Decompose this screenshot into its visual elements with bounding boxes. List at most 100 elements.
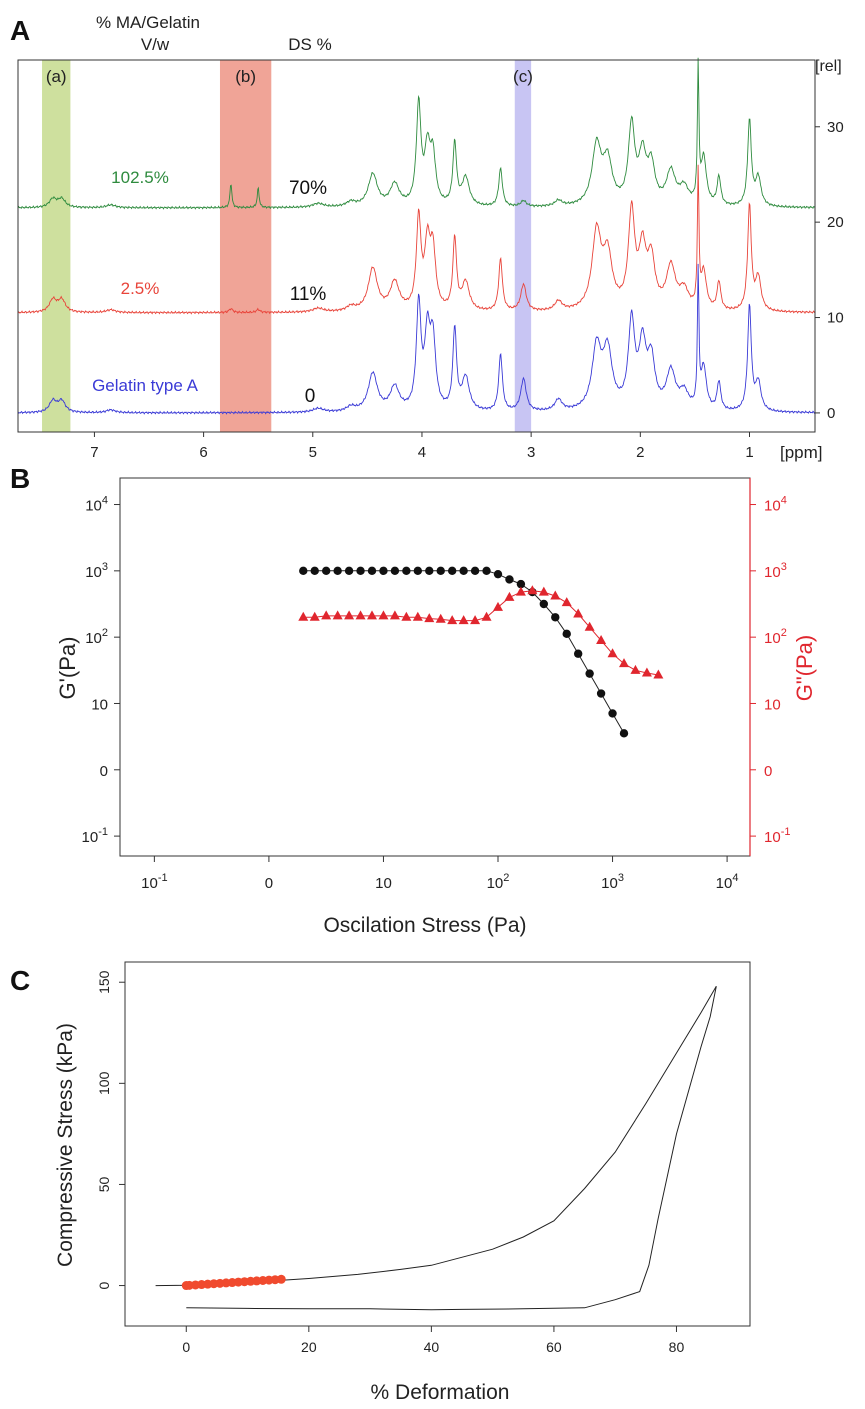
g-prime-point <box>505 575 514 584</box>
g-double-prime-point <box>653 669 664 679</box>
g-double-prime-point <box>378 610 389 620</box>
header-v-w: V/w <box>141 35 170 54</box>
g-double-prime-point <box>481 611 492 621</box>
g-prime-point <box>413 566 423 576</box>
header-ds-percent: DS % <box>288 35 331 54</box>
g-prime-point <box>608 709 617 718</box>
g-prime-point <box>573 649 583 658</box>
series-labels: 102.5% 2.5% Gelatin type A 70% 11% 0 <box>92 168 327 407</box>
g-prime-point <box>585 669 594 678</box>
g-prime-point <box>551 613 560 622</box>
y-tick-label-0: 0 <box>827 405 835 422</box>
g-prime-point <box>470 566 480 576</box>
y-right-tick-label: 104 <box>764 495 787 515</box>
ds-70: 70% <box>289 178 327 199</box>
g-prime-point <box>516 579 526 589</box>
x-tick-label-2: 2 <box>636 444 644 461</box>
x-tick-label-40: 40 <box>424 1339 440 1355</box>
x-tick-label: 103 <box>601 872 624 892</box>
g-double-prime-point <box>515 586 526 596</box>
g-prime-point <box>425 566 434 576</box>
g-double-prime-point <box>584 621 595 631</box>
y-tick-label-0: 0 <box>96 1281 112 1289</box>
band-2 <box>219 60 272 432</box>
y-tick-label-30: 30 <box>827 119 844 136</box>
g-double-prime-point <box>504 591 515 601</box>
g-double-prime-point <box>367 610 377 620</box>
panel-a-letter: A <box>10 15 30 46</box>
band-1 <box>42 60 71 432</box>
y-left-tick-label: 103 <box>85 561 108 581</box>
g-prime-point <box>367 566 377 576</box>
x-tick-label: 10-1 <box>141 872 167 892</box>
g-prime-point <box>436 566 445 576</box>
g-prime-point <box>321 566 331 576</box>
g-prime-point <box>356 566 365 576</box>
y-right-tick-label: 103 <box>764 561 787 581</box>
panel-c-axes: 0 20 40 60 80 0 50 100 150 <box>96 970 684 1355</box>
band-3 <box>514 60 532 432</box>
g-prime-point <box>402 566 411 576</box>
g-prime-point <box>310 566 319 576</box>
spectrum-1 <box>17 57 816 210</box>
label-2-5: 2.5% <box>121 279 160 298</box>
g-double-prime-point <box>424 613 435 623</box>
x-tick-label-0: 0 <box>182 1339 190 1355</box>
g-prime-point <box>447 566 457 576</box>
g-double-prime-point <box>344 610 355 620</box>
g-double-prime-point <box>493 601 503 611</box>
panel-a-frame <box>17 59 816 433</box>
panel-c-series <box>155 986 717 1311</box>
x-tick-label-6: 6 <box>199 444 207 461</box>
g-double-prime-point <box>619 658 629 668</box>
panel-b-series <box>298 566 664 738</box>
y-left-tick-label: 104 <box>85 495 108 515</box>
g-double-prime-point <box>298 611 309 621</box>
x-tick-label-7: 7 <box>90 444 98 461</box>
g-double-prime-point <box>561 597 572 607</box>
x-axis-label-b: Oscilation Stress (Pa) <box>323 914 526 937</box>
band-label-2: (b) <box>235 67 256 86</box>
y-left-tick-label: 10-1 <box>82 826 108 846</box>
g-prime-point <box>562 629 571 639</box>
x-tick-label-4: 4 <box>418 444 426 461</box>
g-prime-point <box>299 566 308 576</box>
y-tick-label-100: 100 <box>96 1071 112 1095</box>
g-double-prime-point <box>355 610 366 620</box>
g-prime-point <box>459 566 468 576</box>
g-prime-point <box>390 566 400 576</box>
g-double-prime-point <box>389 610 400 620</box>
g-prime-point <box>596 689 606 698</box>
g-double-prime-point <box>538 586 549 596</box>
x-tick-label: 0 <box>265 875 273 892</box>
panel-c-frame <box>124 961 751 1327</box>
g-double-prime-point <box>401 611 412 621</box>
x-tick-label-20: 20 <box>301 1339 317 1355</box>
g-double-prime-point <box>332 610 343 620</box>
ds-11: 11% <box>290 284 327 305</box>
g-double-prime-point <box>550 590 561 600</box>
g-double-prime-point <box>309 611 320 621</box>
x-tick-label-1: 1 <box>745 444 753 461</box>
g-prime-point <box>333 566 342 576</box>
g-double-prime-point <box>641 667 652 677</box>
x-tick-label-60: 60 <box>546 1339 562 1355</box>
y-right-tick-label: 10 <box>764 696 781 713</box>
g-double-prime-point <box>573 608 584 618</box>
g-double-prime-point <box>447 615 458 625</box>
nmr-spectra-lines <box>17 57 816 415</box>
g-double-prime-point <box>470 615 481 625</box>
x-axis-label-c: % Deformation <box>371 1381 510 1404</box>
g-prime-point <box>344 566 354 576</box>
series-line-2 <box>303 590 659 676</box>
y-tick-label-10: 10 <box>827 310 844 327</box>
g-prime-point <box>539 599 549 609</box>
y-left-tick-label: 10 <box>91 696 108 713</box>
x-unit-ppm: [ppm] <box>780 443 823 462</box>
band-label-3: (c) <box>513 67 533 86</box>
y-left-tick-label: 0 <box>100 763 108 780</box>
panel-a-nmr-spectra: A % MA/Gelatin V/w DS % (a) (b) (c) 102.5%… <box>10 13 844 462</box>
header-ma-gelatin: % MA/Gelatin <box>96 13 200 32</box>
